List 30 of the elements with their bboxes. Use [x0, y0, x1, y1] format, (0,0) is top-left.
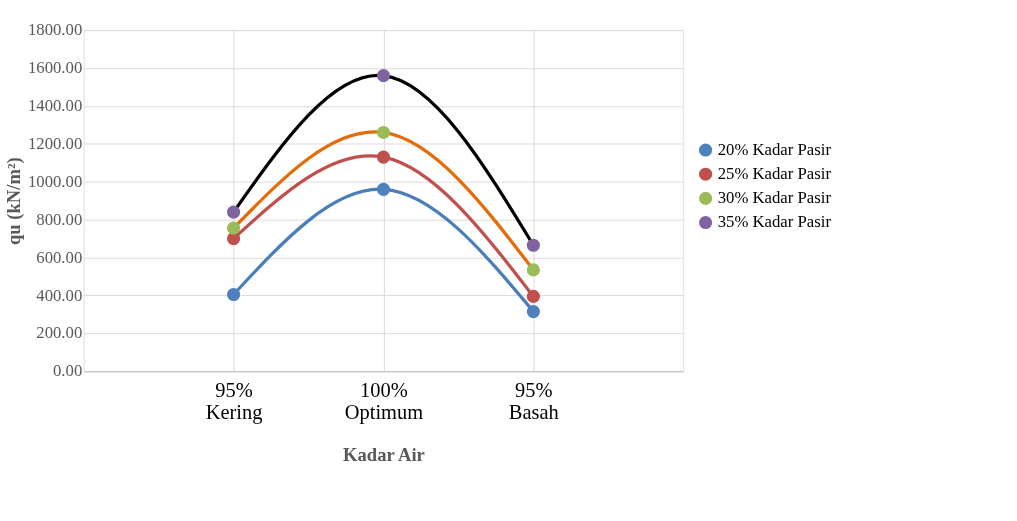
point	[226, 287, 241, 302]
point	[376, 125, 391, 140]
y-tick-label: 1400.00	[27, 96, 83, 116]
point	[376, 182, 391, 196]
x-tick-label: 95% Basah	[508, 378, 559, 424]
point	[226, 221, 241, 235]
y-tick-label: 800.00	[36, 209, 83, 229]
y-tick-label: 1600.00	[27, 58, 83, 78]
point	[526, 305, 540, 319]
y-tick-label: 200.00	[36, 323, 83, 343]
point	[526, 238, 540, 252]
x-tick-label: 95% Kering	[205, 378, 263, 425]
point	[376, 150, 391, 164]
point	[376, 69, 391, 83]
y-tick-label: 400.00	[36, 285, 83, 305]
x-tick-label: 100% Optimum	[344, 378, 424, 425]
legend-label: 30% Kadar Pasir	[717, 188, 832, 208]
y-tick-label: 1800.00	[27, 20, 83, 40]
legend-label: 35% Kadar Pasir	[717, 212, 832, 232]
point	[526, 289, 540, 303]
y-tick-label: 0.00	[53, 361, 83, 381]
x-axis-title: Kadar Air	[343, 443, 425, 465]
y-axis-title: qu (kN/m²)	[3, 157, 26, 245]
point	[226, 205, 241, 219]
y-tick-label: 1000.00	[27, 171, 83, 191]
legend-label: 25% Kadar Pasir	[717, 163, 832, 183]
point	[526, 263, 540, 277]
legend-label: 20% Kadar Pasir	[717, 139, 832, 159]
y-tick-label: 600.00	[36, 247, 83, 267]
y-tick-label: 1200.00	[27, 133, 83, 153]
